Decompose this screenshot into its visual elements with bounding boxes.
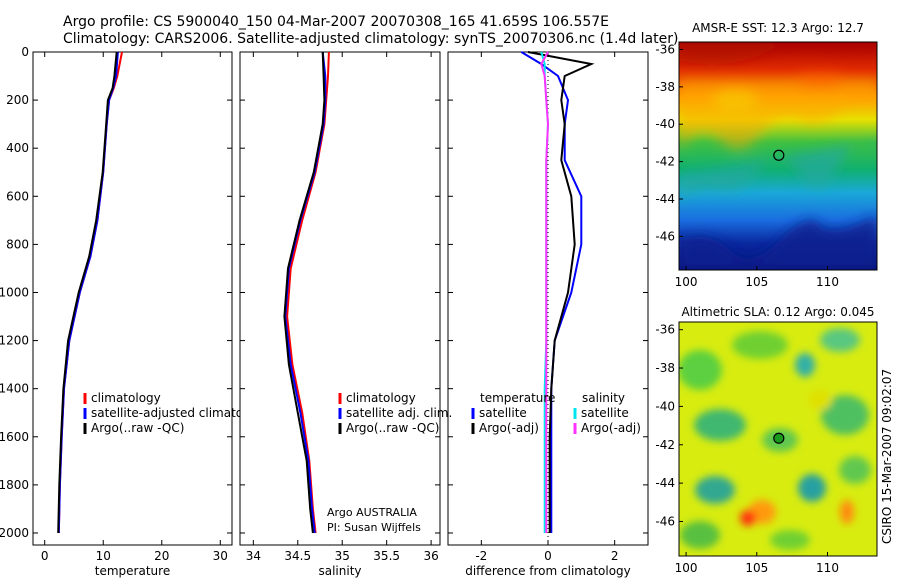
map-y-tick-label: -44 [655,192,675,206]
y-tick-label: 1200 [0,334,29,348]
map-x-tick-label: 100 [675,561,698,575]
map-x-tick-label: 105 [745,275,768,289]
y-tick-label: 400 [6,141,29,155]
legend-entry: satellite [479,406,527,420]
legend-entry: Argo(..raw -QC) [91,421,184,435]
salinity-panel: 34 34.5 35 35.5 36 salinity climatologysatelli… [239,51,452,578]
y-tick-label: 200 [6,93,29,107]
map-y-tick-label: -44 [655,476,675,490]
panel-temp-xlabel: temperature [95,564,170,578]
panel-sal-xlabel: salinity [318,564,361,578]
series-line-climatology [57,51,123,534]
legend-entry: satellite [581,406,629,420]
x-tick-label: 10 [96,549,111,563]
legend-entry: satellite adj. clim. [346,406,452,420]
legend-group-title: salinity [582,391,625,405]
map-x-tick-label: 100 [675,275,698,289]
sst-argo-marker [773,149,785,161]
x-tick-label: 36 [423,549,438,563]
sla-map-panel: Altimetric SLA: 0.12 Argo: 0.045 [655,305,878,575]
sla-map-title: Altimetric SLA: 0.12 Argo: 0.045 [681,305,874,319]
y-tick-label: 0 [21,45,29,59]
salinity-annotation: Argo AUSTRALIA [327,506,417,519]
panel-sal-frame [239,51,441,546]
x-tick-label: 0 [544,549,552,563]
x-tick-label: 35 [335,549,350,563]
map-y-tick-label: -40 [655,117,675,131]
y-tick-label: 1400 [0,382,29,396]
y-tick-label: 800 [6,237,29,251]
header-line1: Argo profile: CS 5900040_150 04-Mar-2007… [63,14,609,30]
side-label: CSIRO 15-Mar-2007 09:02:07 [880,369,894,544]
legend-entry: climatology [346,391,416,405]
map-y-tick-label: -38 [655,80,675,94]
legend-group-title: temperature [480,391,555,405]
panel-diff-xlabel: difference from climatology [465,564,631,578]
x-tick-label: -2 [475,549,487,563]
y-tick-label: 600 [6,189,29,203]
x-tick-label: 34.5 [284,549,311,563]
map-x-tick-label: 110 [816,275,839,289]
legend-entry: Argo(-adj) [479,421,539,435]
legend-entry: Argo(-adj) [581,421,641,435]
header-line2: Climatology: CARS2006. Satellite-adjuste… [63,31,678,47]
y-tick-label: 2000 [0,526,29,540]
y-tick-label: 1800 [0,478,29,492]
legend-entry: climatology [91,391,161,405]
map-y-tick-label: -46 [655,229,675,243]
series-line-temperature-satellite [520,51,583,533]
x-tick-label: 35.5 [373,549,400,563]
y-tick-label: 1000 [0,285,29,299]
map-y-tick-label: -36 [655,42,675,56]
series-line-salinity-argo-adj- [540,51,550,533]
y-tick-label: 1600 [0,430,29,444]
x-tick-label: 34 [246,549,261,563]
map-y-tick-label: -38 [655,361,675,375]
legend-entry: satellite-adjusted climatology [91,406,269,420]
temperature-panel: 0 10 20 30 0 200 400 600 800 1000 1200 1400 1600 1800… [0,45,269,578]
series-line-argo-raw-qc- [57,51,118,534]
map-x-tick-label: 105 [745,561,768,575]
map-y-tick-label: -36 [655,323,675,337]
map-y-tick-label: -40 [655,399,675,413]
map-y-tick-label: -46 [655,514,675,528]
x-tick-label: 30 [213,549,228,563]
panel-temp-frame [32,51,233,546]
legend-entry: Argo(..raw -QC) [346,421,439,435]
sst-map-panel: AMSR-E SST: 12.3 Argo: 12.7 100 105 110 -36… [655,21,878,289]
map-x-tick-label: 110 [816,561,839,575]
series-line-satellite-adjusted-climatology [57,51,119,534]
series-line-satellite-adj-clim- [284,51,327,534]
map-y-tick-label: -42 [655,438,675,452]
salinity-annotation: PI: Susan Wijffels [327,521,421,534]
x-tick-label: 2 [611,549,619,563]
series-line-argo-raw-qc- [283,51,326,534]
sst-map-title: AMSR-E SST: 12.3 Argo: 12.7 [692,21,864,35]
x-tick-label: 20 [154,549,169,563]
sla-argo-marker [773,432,785,444]
series-line-temperature-argo-adj- [527,51,595,533]
x-tick-label: 0 [41,549,49,563]
map-y-tick-label: -42 [655,155,675,169]
